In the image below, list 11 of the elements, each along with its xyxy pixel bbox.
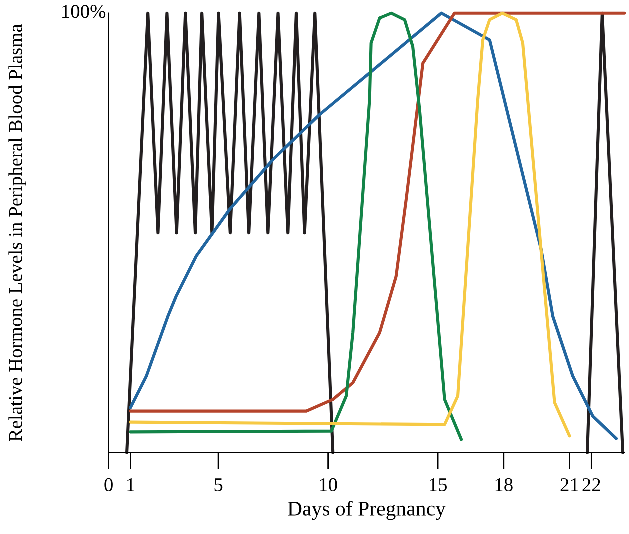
x-tick-label: 1 — [128, 478, 134, 492]
x-tick-label: 18 — [496, 478, 513, 492]
x-axis-title: Days of Pregnancy — [288, 501, 446, 520]
y-axis-title: Relative Hormone Levels in Peripheral Blood Plasma — [8, 24, 26, 442]
text: 100% — [62, 5, 106, 18]
x-tick-label: 21 — [560, 478, 578, 492]
x-tick-label: 0 — [104, 478, 113, 492]
x-tick-label: 22 — [582, 478, 600, 492]
x-tick-label: 15 — [430, 478, 447, 492]
x-tick-label: 5 — [214, 478, 223, 492]
x-tick-label: 10 — [320, 478, 338, 492]
